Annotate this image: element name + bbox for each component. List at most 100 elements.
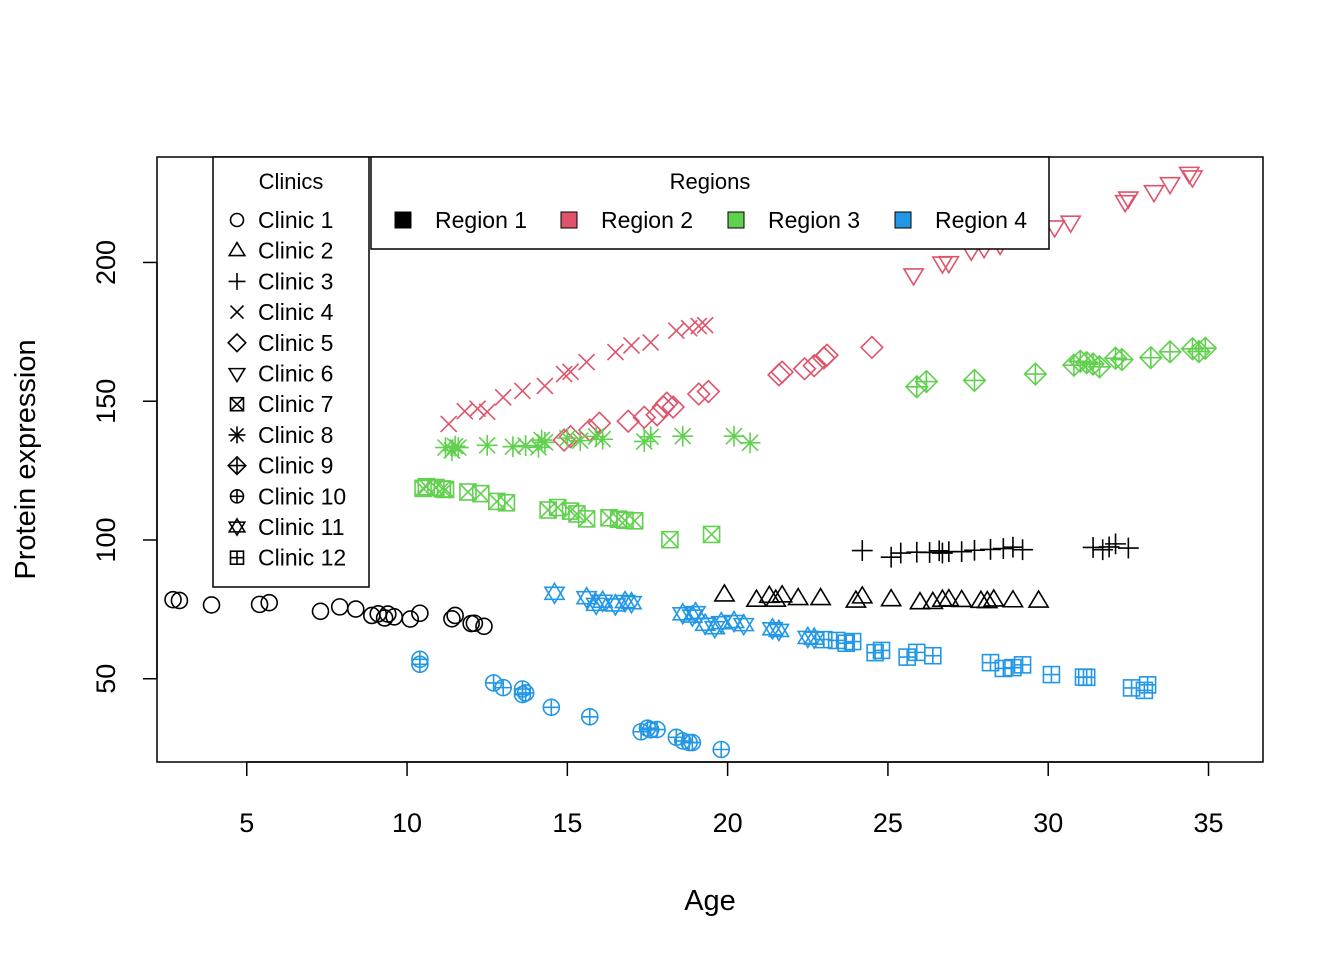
data-point — [764, 588, 787, 608]
legend-clinic-symbol — [229, 550, 245, 566]
data-point — [761, 617, 784, 641]
y-tick-label: 200 — [91, 240, 121, 285]
data-points — [164, 166, 1218, 759]
data-point — [552, 428, 577, 453]
data-point — [713, 583, 736, 602]
data-point — [440, 415, 458, 433]
series-clinic-12 — [815, 630, 1157, 700]
data-point — [555, 365, 573, 383]
legend-regions-box — [370, 156, 1050, 250]
x-tick-label: 5 — [239, 808, 254, 838]
data-point — [732, 613, 755, 637]
data-point — [585, 592, 608, 616]
data-point — [880, 588, 903, 607]
data-point — [1027, 589, 1050, 608]
x-tick-label: 25 — [873, 808, 903, 838]
data-point — [766, 362, 791, 387]
legend-clinic-symbol — [227, 241, 247, 257]
data-point — [770, 360, 795, 385]
data-point — [976, 590, 999, 609]
y-tick-label: 100 — [91, 517, 121, 562]
x-axis-label: Age — [684, 885, 736, 917]
data-point — [898, 648, 916, 666]
data-point — [1002, 536, 1024, 558]
data-point — [476, 434, 498, 456]
legend-clinic-item: Clinic 5 — [227, 330, 333, 356]
series-clinic-4 — [440, 316, 714, 433]
data-point — [170, 591, 189, 610]
data-point — [661, 395, 686, 419]
legend-clinic-item: Clinic 6 — [227, 361, 333, 387]
data-point — [648, 720, 666, 739]
data-point — [465, 614, 484, 633]
data-point — [837, 634, 856, 653]
x-tick-label: 20 — [713, 808, 743, 838]
data-point — [578, 353, 596, 371]
data-point — [568, 505, 586, 523]
legend-clinic-symbol — [229, 212, 245, 228]
data-point — [962, 368, 987, 393]
data-point — [1013, 656, 1032, 674]
data-point — [964, 539, 985, 561]
data-point — [614, 590, 637, 614]
data-point — [1042, 665, 1061, 684]
data-point — [1004, 658, 1022, 677]
data-point — [932, 542, 953, 564]
legend-clinic-label: Clinic 8 — [258, 422, 333, 448]
legend-clinic-symbol — [229, 488, 245, 504]
legend-region-swatch — [894, 211, 912, 229]
data-point — [1117, 537, 1139, 559]
y-tick-label: 50 — [91, 664, 121, 694]
data-point — [202, 596, 221, 614]
data-point — [802, 353, 827, 378]
data-point — [536, 377, 554, 395]
data-point — [534, 431, 556, 453]
data-point — [844, 589, 867, 608]
data-point — [330, 598, 349, 616]
data-point — [739, 432, 761, 454]
data-point — [585, 426, 607, 447]
data-point — [907, 643, 926, 662]
y-tick-label: 150 — [91, 379, 121, 424]
data-point — [745, 588, 768, 608]
data-point — [902, 268, 925, 287]
data-point — [931, 256, 954, 275]
data-point — [616, 409, 641, 434]
data-point — [633, 431, 655, 452]
data-point — [577, 510, 596, 528]
legend-clinic-item: Clinic 2 — [227, 238, 333, 264]
data-point — [444, 435, 466, 457]
data-point — [924, 646, 942, 665]
data-point — [250, 595, 269, 614]
data-point — [1117, 191, 1140, 210]
data-point — [792, 356, 817, 381]
data-point — [620, 591, 643, 615]
data-point — [908, 591, 931, 610]
legend-clinic-label: Clinic 1 — [258, 207, 333, 233]
legend-clinic-item: Clinic 9 — [227, 453, 333, 479]
legend-region-item: Region 2 — [560, 207, 693, 233]
data-point — [712, 740, 731, 759]
data-point — [872, 641, 891, 660]
data-point — [592, 428, 614, 450]
data-point — [494, 388, 512, 406]
data-point — [1193, 336, 1218, 361]
data-point — [484, 674, 503, 692]
data-point — [497, 493, 516, 512]
data-point — [686, 382, 711, 406]
data-point — [683, 733, 702, 752]
data-point — [1012, 539, 1033, 561]
data-point — [443, 609, 461, 628]
data-point — [622, 336, 641, 355]
legend-clinic-item: Clinic 10 — [229, 483, 346, 509]
data-point — [809, 586, 832, 606]
legend-clinic-item: Clinic 11 — [227, 514, 345, 540]
x-tick-label: 30 — [1033, 808, 1063, 838]
data-point — [606, 343, 624, 361]
data-point — [859, 335, 884, 360]
data-point — [1092, 539, 1114, 561]
legend-clinic-label: Clinic 9 — [258, 453, 333, 479]
legend-clinic-label: Clinic 10 — [258, 483, 346, 509]
data-point — [771, 584, 794, 603]
data-point — [767, 618, 790, 643]
